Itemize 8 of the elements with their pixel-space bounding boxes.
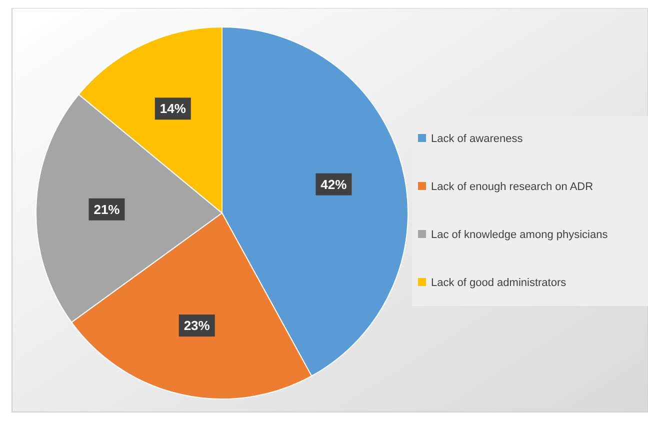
data-label: 23% bbox=[184, 318, 210, 334]
data-label: 21% bbox=[94, 202, 120, 217]
data-label: 42% bbox=[320, 176, 348, 192]
legend-label: Lack of awareness bbox=[431, 132, 524, 145]
legend-label: Lack of good administrators bbox=[431, 276, 567, 289]
legend-label: Lack of enough research on ADR bbox=[431, 180, 594, 193]
data-label: 14% bbox=[160, 101, 186, 116]
legend-label: Lac of knowledge among physicians bbox=[431, 228, 608, 241]
